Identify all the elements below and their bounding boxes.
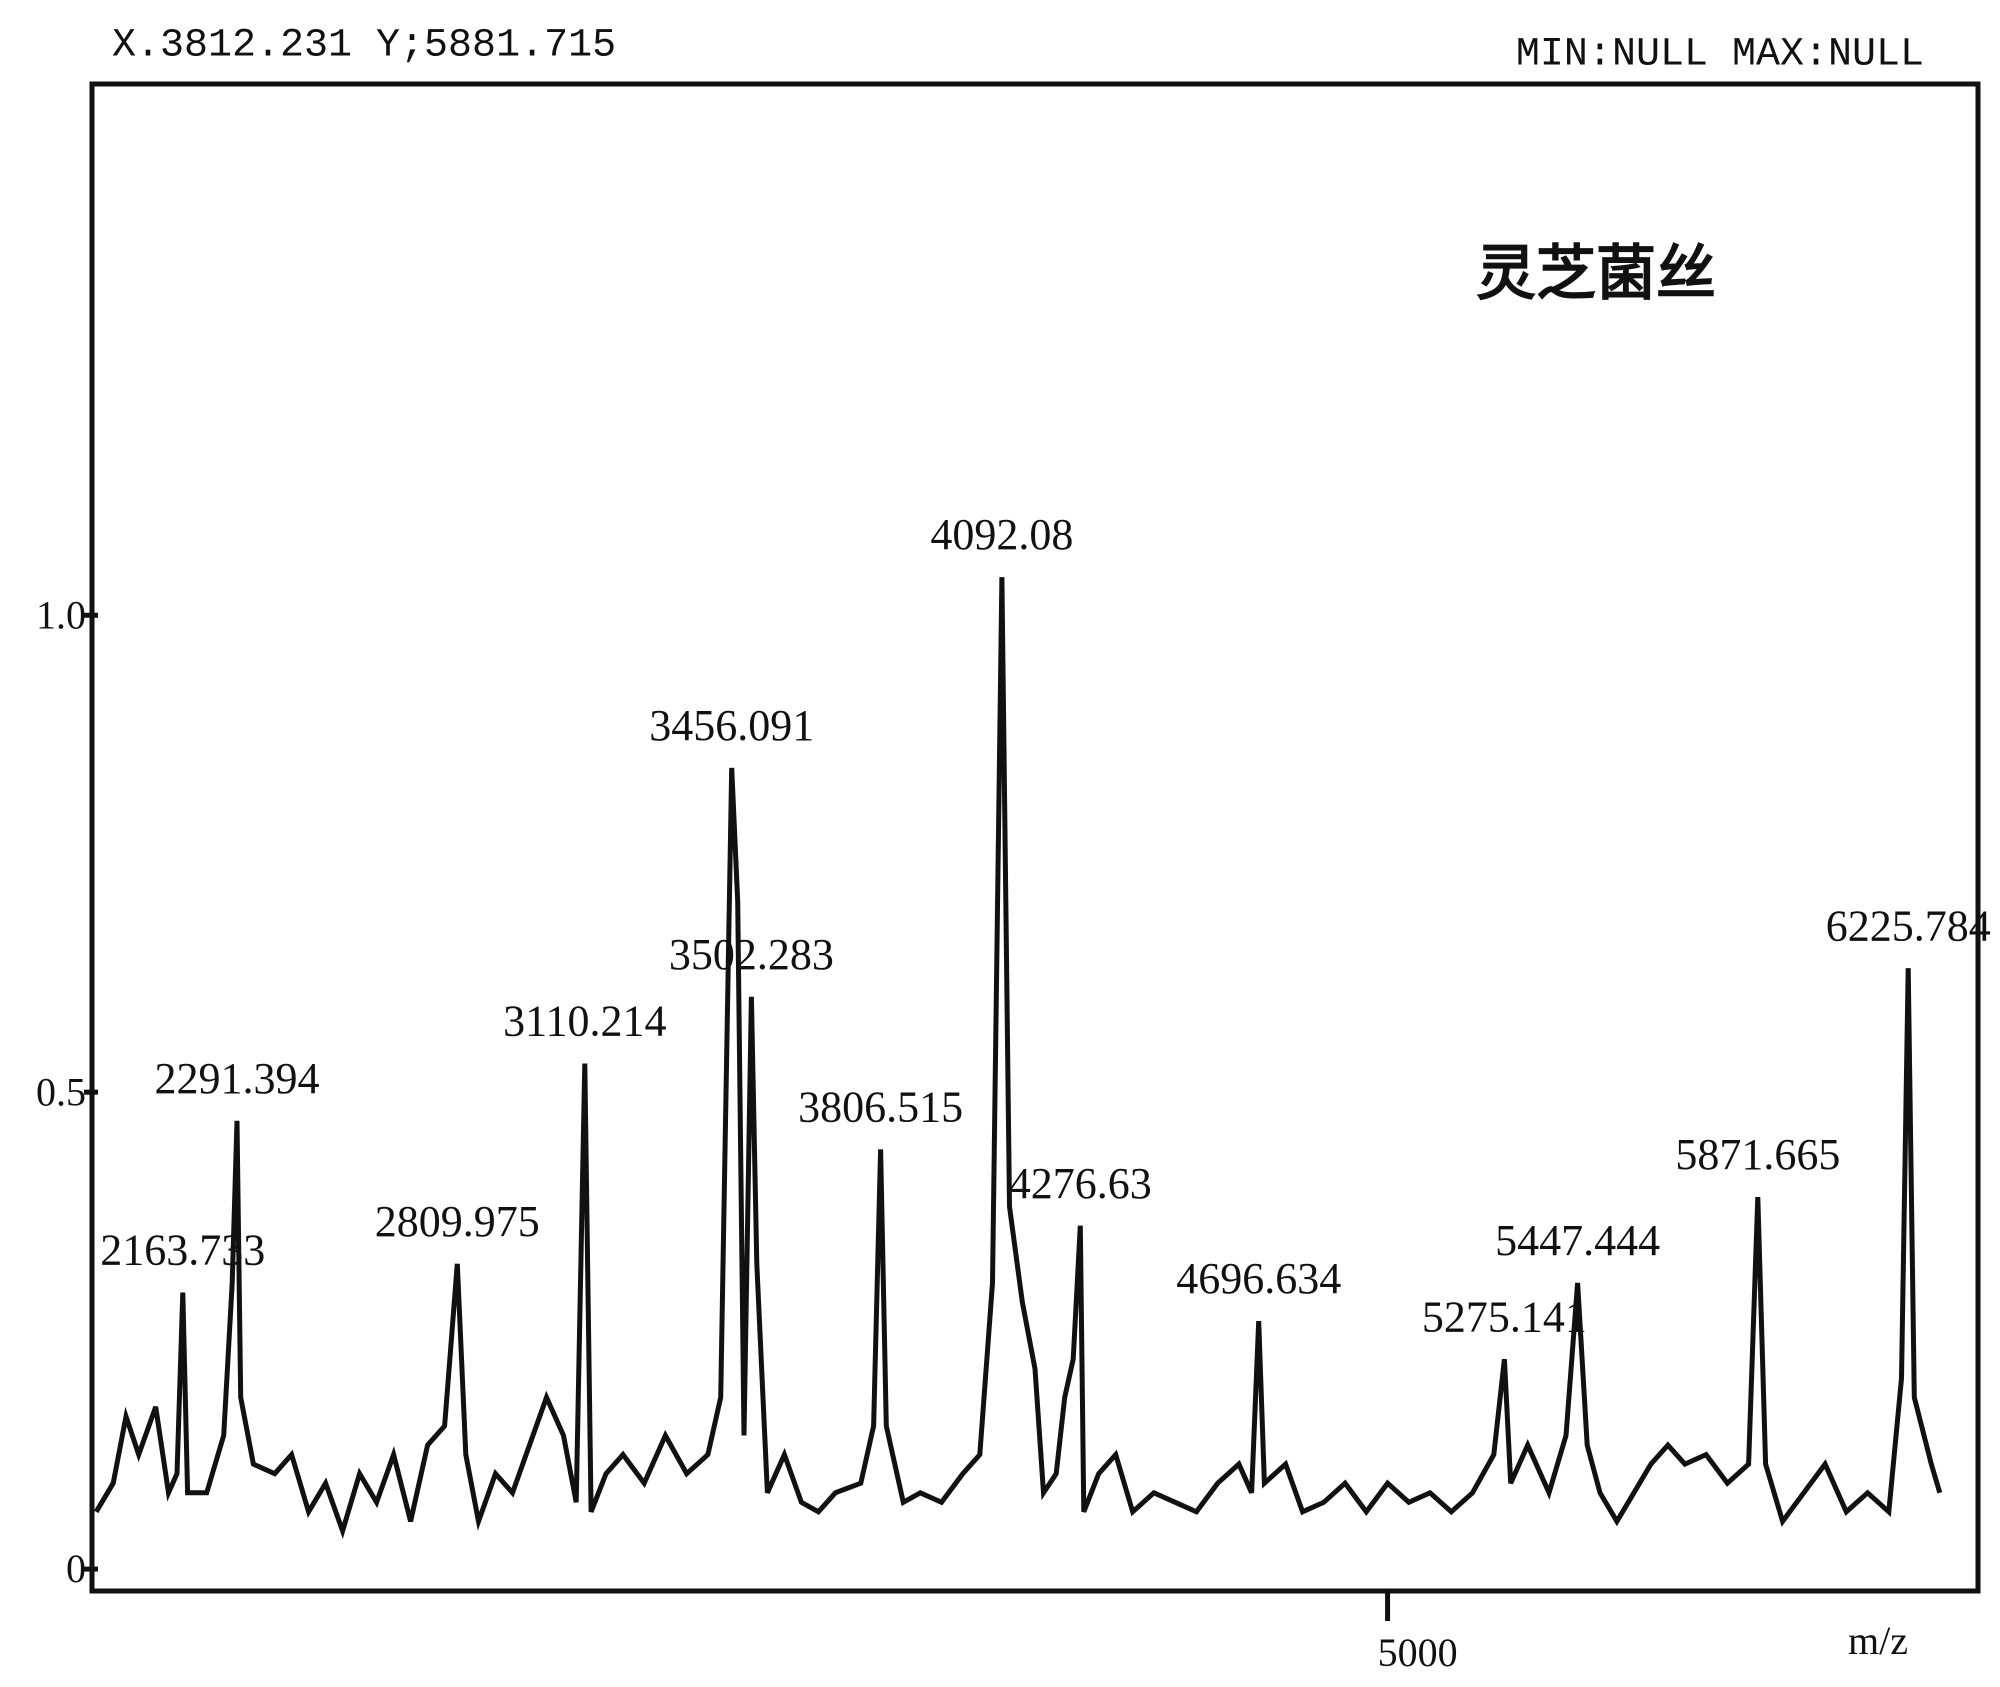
peak-label: 5447.444: [1495, 1216, 1660, 1265]
peak-label: 4276.63: [1009, 1159, 1152, 1208]
peak-label: 3110.214: [503, 997, 666, 1046]
peak-label: 2291.394: [155, 1054, 320, 1103]
y-tick-label: 1.0: [36, 592, 86, 637]
x-tick-label: 5000: [1378, 1630, 1458, 1675]
peak-label: 5871.665: [1675, 1130, 1840, 1179]
y-tick-label: 0.5: [36, 1069, 86, 1114]
chart-title: 灵芝菌丝: [1476, 241, 1716, 307]
x-axis-label: m/z: [1848, 1618, 1908, 1663]
peak-label: 3502.283: [669, 930, 834, 979]
peak-label: 3806.515: [798, 1082, 963, 1131]
plot-frame: [89, 81, 1981, 1594]
range-readout: MIN:NULL MAX:NULL: [1516, 33, 1924, 78]
cursor-readout: X.3812.231 Y;5881.715: [112, 24, 616, 69]
peak-label: 4696.634: [1176, 1254, 1341, 1303]
peak-label: 2163.733: [100, 1226, 265, 1275]
peak-label: 4092.08: [930, 510, 1073, 559]
peak-label: 2809.975: [375, 1197, 540, 1246]
peak-label: 3456.091: [649, 701, 814, 750]
y-tick-label: 0: [66, 1546, 86, 1591]
spectrum-line: [94, 577, 1943, 1539]
peak-label: 6225.784: [1826, 901, 1991, 950]
peak-label: 5275.141: [1422, 1292, 1587, 1341]
